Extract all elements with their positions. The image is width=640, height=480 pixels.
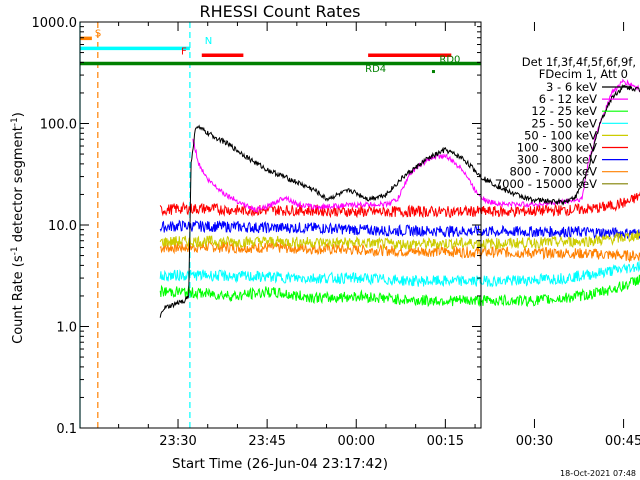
legend-label-5: 100 - 300 keV	[517, 141, 597, 155]
segment-label-2: F	[181, 46, 187, 57]
segment-marker-0	[431, 70, 435, 74]
legend-header-line-1: Det 1f,3f,4f,5f,6f,9f,	[522, 55, 636, 69]
chart-title: RHESSI Count Rates	[200, 2, 361, 21]
legend-label-8: 7000 - 15000 keV	[495, 177, 597, 191]
y-axis-label-part-1: Count Rate (s	[11, 255, 26, 344]
y-tick-label-0: 1000.0	[32, 16, 78, 31]
legend-label-0: 3 - 6 keV	[546, 80, 597, 94]
x-tick-label-2: 00:00	[338, 434, 375, 449]
footer-timestamp: 18-Oct-2021 07:48	[560, 469, 636, 478]
y-tick-label-3: 1.0	[56, 321, 77, 336]
legend-label-2: 12 - 25 keV	[531, 104, 597, 118]
y-axis-label-sup-1: -1	[10, 246, 20, 255]
state-segments: S N F RD0 RD4	[80, 28, 481, 75]
legend-label-3: 25 - 50 keV	[531, 116, 597, 130]
x-tick-label-4: 00:30	[516, 434, 553, 449]
series-line-0	[159, 83, 640, 318]
y-tick-label-2: 10.0	[48, 219, 77, 234]
x-tick-label-1: 23:45	[248, 434, 285, 449]
legend: Det 1f,3f,4f,5f,6f,9f, FDecim 1, Att 0 3…	[495, 55, 636, 191]
segment-label-4: RD4	[365, 64, 386, 75]
legend-label-6: 300 - 800 keV	[517, 153, 597, 167]
y-axis-label: Count Rate (s-1 detector segment-1)	[10, 112, 26, 344]
series-line-6	[159, 219, 640, 240]
y-tick-label-1: 100.0	[40, 118, 77, 133]
series-line-4	[159, 230, 640, 250]
legend-label-7: 800 - 7000 keV	[509, 165, 597, 179]
y-axis-label-sup-2: -1	[10, 117, 20, 126]
series-line-3	[159, 260, 640, 288]
x-axis-label: Start Time (26-Jun-04 23:17:42)	[172, 456, 388, 472]
series-line-2	[159, 274, 640, 308]
legend-label-1: 6 - 12 keV	[539, 92, 597, 106]
segment-label-1: N	[205, 36, 212, 47]
legend-label-4: 50 - 100 keV	[524, 128, 597, 142]
series-line-7	[159, 240, 640, 263]
x-tick-label-3: 00:15	[427, 434, 464, 449]
segment-label-0: S	[95, 28, 101, 39]
y-axis-label-part-3: )	[11, 112, 26, 117]
series-lines	[159, 78, 640, 318]
axes: 1000.0 100.0 10.0 1.0 0.1 23:30 23:45 00:00 00:1…	[32, 16, 640, 449]
y-tick-label-4: 0.1	[56, 422, 77, 437]
x-tick-label-5: 00:45	[605, 434, 640, 449]
segment-marker-1	[440, 61, 444, 65]
segment-label-3: RD0	[439, 54, 460, 65]
legend-header-line-2: FDecim 1, Att 0	[539, 67, 628, 81]
series-line-1	[192, 78, 640, 214]
y-axis-label-part-2: detector segment	[11, 126, 26, 246]
x-tick-label-0: 23:30	[159, 434, 196, 449]
